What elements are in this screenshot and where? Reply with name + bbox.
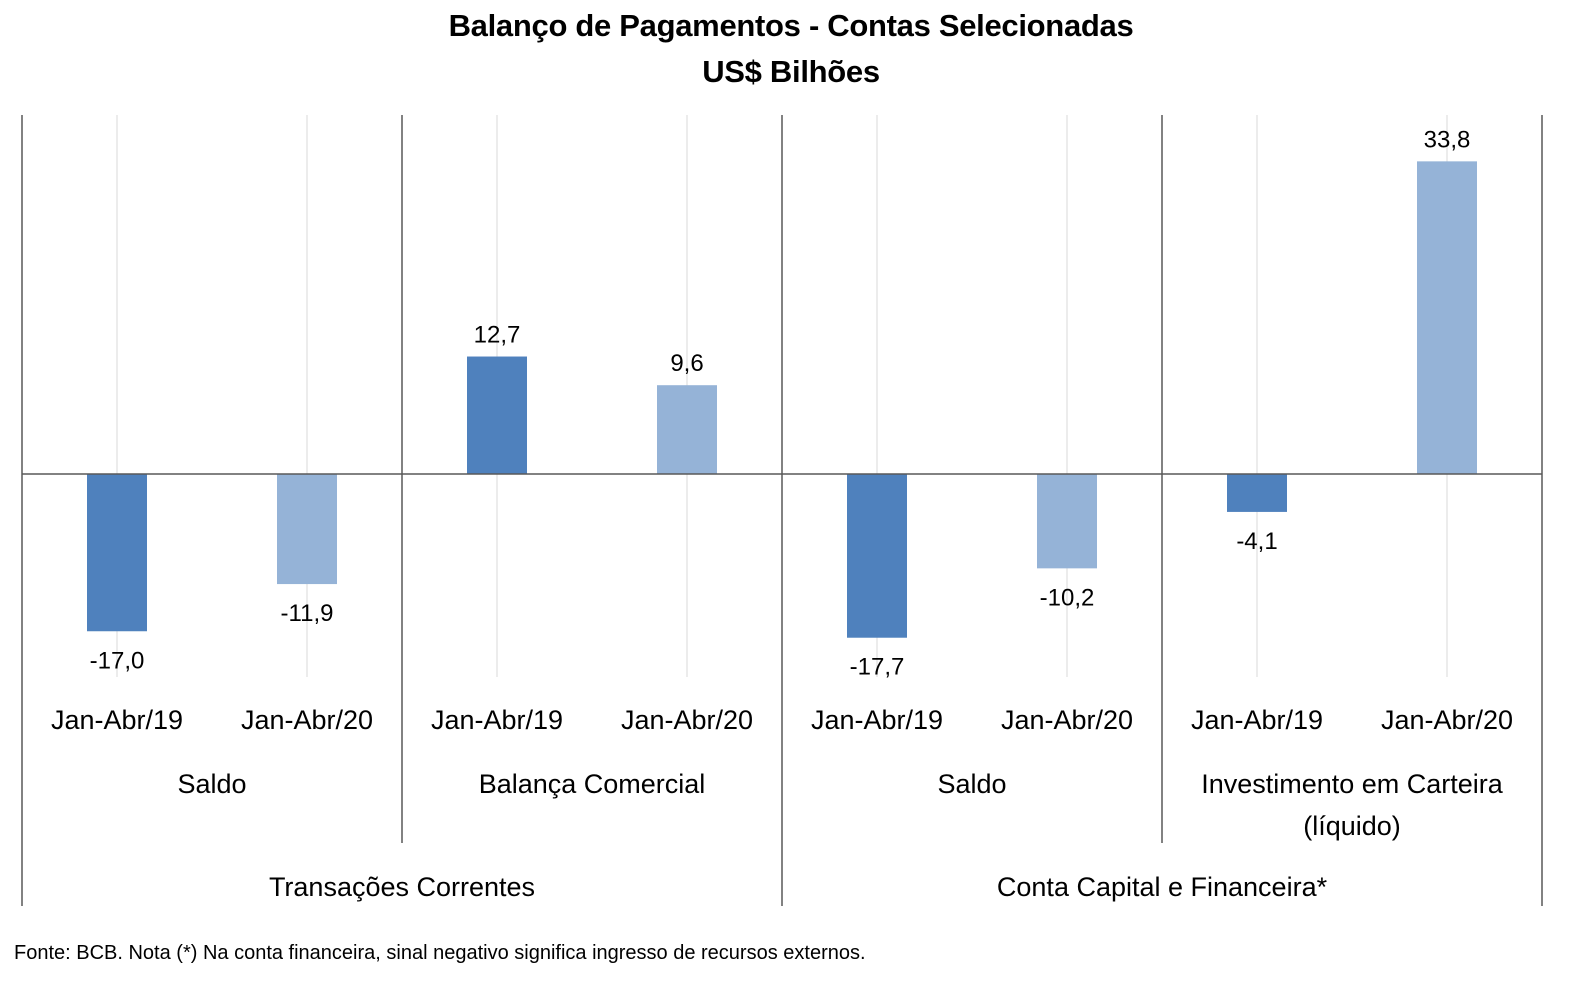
data-label: 12,7 (474, 322, 521, 349)
bar (657, 385, 717, 474)
x-tick-label: Jan-Abr/19 (811, 705, 943, 735)
group-label: Transações Correntes (269, 872, 535, 902)
bar (277, 474, 337, 585)
subgroup-label: Saldo (937, 769, 1006, 799)
subgroup-label: Saldo (177, 769, 246, 799)
x-tick-label: Jan-Abr/20 (241, 705, 373, 735)
bar (1417, 161, 1477, 474)
x-tick-label: Jan-Abr/20 (621, 705, 753, 735)
x-tick-label: Jan-Abr/20 (1381, 705, 1513, 735)
data-label: -17,7 (850, 654, 905, 681)
data-label: -10,2 (1040, 584, 1095, 611)
subgroup-label: Balança Comercial (479, 769, 706, 799)
data-label: 33,8 (1424, 126, 1471, 153)
x-tick-label: Jan-Abr/20 (1001, 705, 1133, 735)
bar (1037, 474, 1097, 569)
data-label: -4,1 (1236, 528, 1277, 555)
data-label: 9,6 (670, 350, 703, 377)
bar (1227, 474, 1287, 512)
footnote: Fonte: BCB. Nota (*) Na conta financeira… (14, 942, 866, 964)
x-tick-label: Jan-Abr/19 (51, 705, 183, 735)
subgroup-label: (líquido) (1303, 811, 1401, 841)
bar (87, 474, 147, 632)
group-label: Conta Capital e Financeira* (997, 872, 1328, 902)
chart-title: Balanço de Pagamentos - Contas Seleciona… (448, 8, 1134, 43)
chart-subtitle: US$ Bilhões (702, 54, 880, 89)
data-label: -17,0 (90, 647, 145, 674)
bar (847, 474, 907, 638)
bar (467, 356, 527, 474)
x-tick-label: Jan-Abr/19 (1191, 705, 1323, 735)
subgroup-label: Investimento em Carteira (1201, 769, 1504, 799)
x-tick-label: Jan-Abr/19 (431, 705, 563, 735)
data-label: -11,9 (281, 600, 334, 627)
